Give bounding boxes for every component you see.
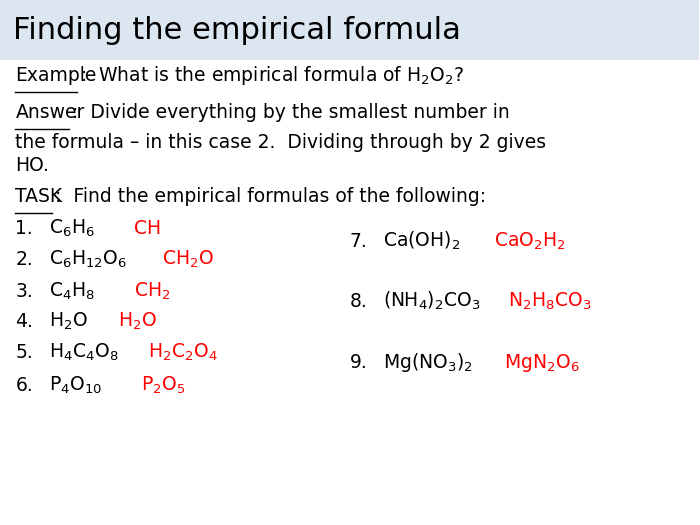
Text: :  What is the empirical formula of H$_2$O$_2$?: : What is the empirical formula of H$_2$…: [80, 65, 464, 87]
Text: Answer: Answer: [15, 103, 85, 122]
Text: Mg(NO$_3$)$_2$: Mg(NO$_3$)$_2$: [384, 351, 473, 373]
Text: (NH$_4$)$_2$CO$_3$: (NH$_4$)$_2$CO$_3$: [384, 290, 481, 312]
Text: P$_2$O$_5$: P$_2$O$_5$: [141, 375, 186, 396]
Text: :  Find the empirical formulas of the following:: : Find the empirical formulas of the fol…: [55, 187, 486, 206]
Text: C$_6$H$_{12}$O$_6$: C$_6$H$_{12}$O$_6$: [49, 249, 127, 270]
Text: 1.: 1.: [15, 218, 33, 238]
Text: 8.: 8.: [350, 292, 368, 311]
Text: 5.: 5.: [15, 343, 33, 362]
Text: H$_2$O: H$_2$O: [118, 311, 156, 332]
Text: CH$_2$: CH$_2$: [134, 281, 171, 302]
Text: H$_4$C$_4$O$_8$: H$_4$C$_4$O$_8$: [49, 342, 119, 363]
Text: :  Divide everything by the smallest number in: : Divide everything by the smallest numb…: [72, 103, 510, 122]
Text: Finding the empirical formula: Finding the empirical formula: [13, 16, 461, 45]
Text: N$_2$H$_8$CO$_3$: N$_2$H$_8$CO$_3$: [508, 291, 592, 312]
Text: 9.: 9.: [350, 352, 368, 372]
Text: 7.: 7.: [350, 232, 368, 251]
Text: Ca(OH)$_2$: Ca(OH)$_2$: [384, 230, 461, 252]
Text: 6.: 6.: [15, 376, 33, 395]
Text: C$_4$H$_8$: C$_4$H$_8$: [49, 281, 94, 302]
Text: TASK: TASK: [15, 187, 62, 206]
Text: 4.: 4.: [15, 311, 34, 331]
Text: C$_6$H$_6$: C$_6$H$_6$: [49, 218, 95, 239]
Text: CH: CH: [134, 218, 162, 238]
Text: P$_4$O$_{10}$: P$_4$O$_{10}$: [49, 375, 102, 396]
Text: 3.: 3.: [15, 281, 33, 301]
Text: CaO$_2$H$_2$: CaO$_2$H$_2$: [494, 231, 566, 252]
Text: CH$_2$O: CH$_2$O: [162, 249, 214, 270]
Text: HO.: HO.: [15, 155, 49, 175]
FancyBboxPatch shape: [0, 0, 699, 60]
Text: the formula – in this case 2.  Dividing through by 2 gives: the formula – in this case 2. Dividing t…: [15, 133, 547, 152]
Text: H$_2$O: H$_2$O: [49, 311, 88, 332]
Text: 2.: 2.: [15, 250, 33, 269]
Text: Example: Example: [15, 66, 97, 86]
Text: H$_2$C$_2$O$_4$: H$_2$C$_2$O$_4$: [148, 342, 218, 363]
Text: MgN$_2$O$_6$: MgN$_2$O$_6$: [503, 352, 579, 373]
